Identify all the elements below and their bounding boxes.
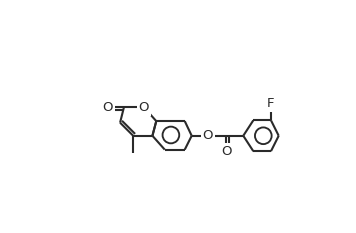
Text: O: O: [203, 129, 213, 142]
Text: O: O: [103, 101, 113, 114]
Text: F: F: [267, 97, 275, 110]
Text: O: O: [221, 145, 232, 158]
Text: O: O: [139, 101, 149, 114]
